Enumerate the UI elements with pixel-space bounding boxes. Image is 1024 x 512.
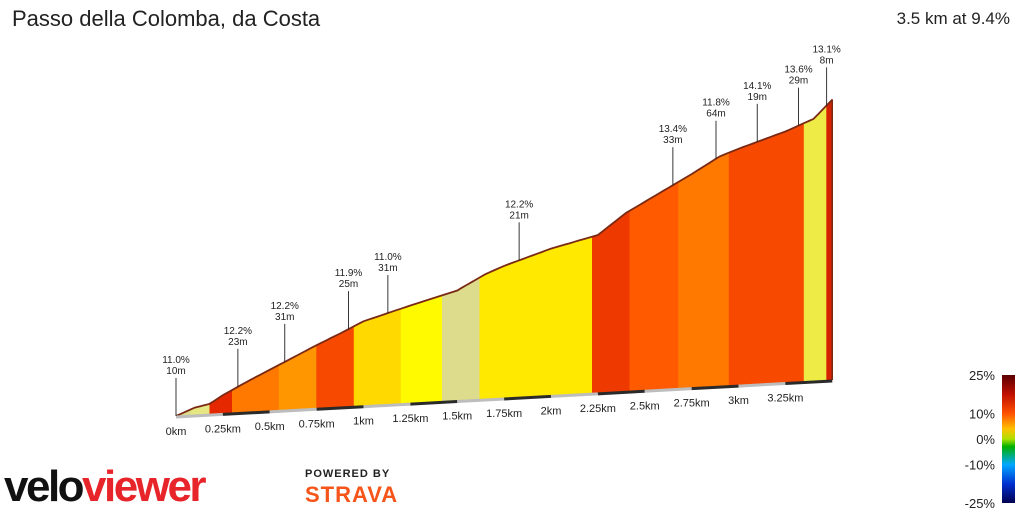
color-scale-label: 10%	[969, 406, 995, 421]
axis-segment	[504, 394, 552, 401]
color-scale-label: 25%	[969, 368, 995, 383]
annotation-length: 29m	[789, 76, 808, 87]
gradient-band	[826, 98, 833, 381]
annotation-length: 10m	[166, 366, 185, 377]
gradient-band	[400, 294, 443, 404]
profile-outline	[175, 98, 833, 417]
gradient-band	[728, 122, 805, 386]
distance-axis: 0km 0.25km 0.5km 0.75km 1km 1.25km 1.5km 1.75km…	[166, 379, 833, 438]
annotation-length: 8m	[820, 55, 834, 66]
annotation-grade: 11.0%	[162, 355, 190, 366]
annotation-length: 33m	[663, 135, 682, 146]
chart-title: Passo della Colomba, da Costa	[12, 6, 321, 31]
gradient-band	[591, 210, 631, 394]
annotation-grade: 14.1%	[743, 81, 771, 92]
x-tick-label: 2km	[541, 405, 562, 417]
gradient-color-scale: 25% 10% 0% -10% -25%	[965, 368, 1015, 511]
climb-summary: 3.5 km at 9.4%	[897, 9, 1010, 28]
annotation-length: 21m	[509, 210, 528, 221]
powered-by-label: POWERED BY	[305, 468, 390, 480]
color-scale-label: 0%	[976, 432, 995, 447]
color-scale-label: -10%	[965, 458, 996, 473]
annotation-length: 25m	[339, 279, 358, 290]
gradient-band	[232, 364, 280, 414]
color-scale-bar	[1002, 375, 1015, 503]
annotation-grade: 13.4%	[659, 124, 687, 135]
gradient-band	[316, 325, 355, 409]
x-tick-label: 3.25km	[767, 393, 803, 405]
x-tick-label: 1.5km	[442, 411, 472, 423]
x-tick-label: 0.5km	[255, 421, 285, 433]
annotation-length: 19m	[748, 92, 767, 103]
x-tick-label: 2.25km	[580, 403, 616, 415]
annotation-length: 31m	[378, 263, 397, 274]
x-tick-label: 2.75km	[674, 398, 710, 410]
axis-segment	[222, 410, 270, 416]
annotation-grade: 12.2%	[224, 326, 252, 337]
axis-segment	[316, 405, 364, 411]
annotation-grade: 11.0%	[374, 252, 402, 263]
x-tick-label: 0km	[166, 426, 187, 438]
logo-velo: velo	[4, 462, 84, 511]
svg-text:veloviewer: veloviewer	[4, 462, 206, 511]
gradient-bands	[175, 98, 833, 417]
color-scale-label: -25%	[965, 496, 996, 511]
strava-logo: STRAVA	[305, 482, 398, 507]
axis-segment	[410, 400, 458, 406]
veloviewer-logo: veloviewer	[4, 462, 209, 511]
annotation-grade: 12.2%	[271, 301, 299, 312]
axis-segment	[597, 389, 645, 396]
profile-outline-group	[175, 98, 833, 417]
annotations: 11.0%10m12.2%23m12.2%31m11.9%25m11.0%31m…	[162, 44, 841, 416]
annotation-length: 23m	[228, 337, 247, 348]
axis-segment	[691, 384, 739, 391]
gradient-band	[678, 152, 730, 389]
axis-segment	[363, 402, 411, 409]
axis-segment	[550, 392, 598, 398]
x-tick-label: 0.75km	[299, 418, 335, 430]
x-tick-label: 0.25km	[205, 423, 241, 435]
gradient-band	[803, 104, 827, 382]
x-tick-label: 1km	[353, 416, 374, 428]
gradient-band	[479, 236, 593, 400]
gradient-band	[629, 181, 679, 392]
axis-segment	[175, 412, 223, 419]
axis-segment	[644, 387, 692, 393]
x-tick-label: 2.5km	[630, 400, 660, 412]
annotation-grade: 11.8%	[702, 98, 730, 109]
x-tick-label: 3km	[728, 395, 749, 407]
axis-segment	[269, 407, 317, 414]
annotation-grade: 12.2%	[505, 199, 533, 210]
annotation-length: 31m	[275, 312, 294, 323]
x-tick-label: 1.25km	[392, 413, 428, 425]
axis-segment	[738, 382, 786, 388]
annotation-grade: 13.1%	[812, 44, 840, 55]
gradient-band	[441, 276, 481, 402]
axis-segment	[457, 397, 505, 404]
annotation-length: 64m	[706, 109, 725, 120]
annotation-grade: 11.9%	[335, 268, 363, 279]
logo-viewer: viewer	[82, 462, 206, 511]
x-tick-label: 1.75km	[486, 408, 522, 420]
annotation-grade: 13.6%	[784, 65, 812, 76]
axis-segment	[785, 379, 833, 386]
